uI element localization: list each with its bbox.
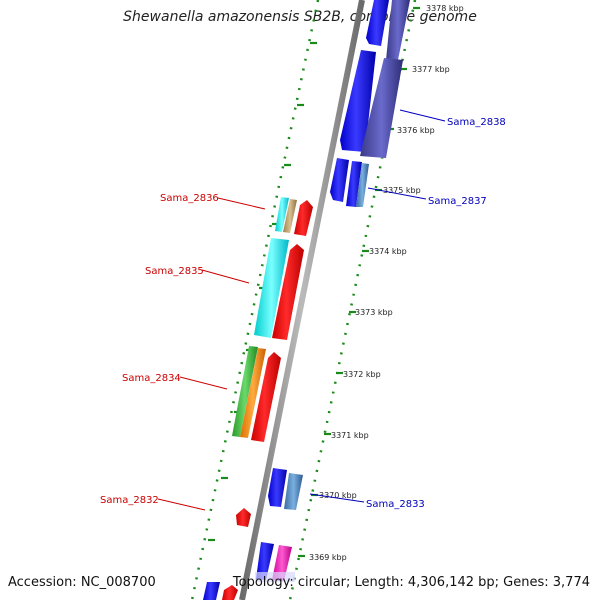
label-leader-lines: [157, 109, 446, 511]
gene-reverse-bottom-blue[interactable]: [256, 542, 274, 580]
footer-gene-strip: [255, 572, 295, 582]
tick-label-3370: 3370 kbp: [319, 491, 357, 500]
label-sama-2836[interactable]: Sama_2836: [160, 193, 219, 204]
gene-sama-2833-a[interactable]: [268, 468, 287, 507]
tick-label-3369: 3369 kbp: [309, 553, 347, 562]
gene-reverse-top[interactable]: [366, 0, 389, 46]
gene-sama-2837-a[interactable]: [330, 158, 349, 202]
tick-label-3374: 3374 kbp: [369, 247, 407, 256]
tick-label-3375: 3375 kbp: [383, 186, 421, 195]
gene-sama-2837-b[interactable]: [346, 161, 362, 207]
scale-tick-labels: 3378 kbp 3377 kbp 3376 kbp 3375 kbp 3374…: [309, 4, 464, 562]
tick-label-3372: 3372 kbp: [343, 370, 381, 379]
outer-dotted-lane: [288, 0, 417, 600]
tick-label-3373: 3373 kbp: [355, 308, 393, 317]
footer-accession: Accession: NC_008700: [8, 575, 156, 590]
gene-sama-2835-red[interactable]: [272, 244, 304, 340]
inner-dotted-lane: [190, 0, 320, 600]
gene-sama-2834-orange[interactable]: [240, 348, 266, 438]
gene-sama-2834-green[interactable]: [232, 346, 258, 437]
gene-sama-2835-cyan[interactable]: [254, 238, 289, 338]
tick-label-3371: 3371 kbp: [331, 431, 369, 440]
footer-genome-info: Topology: circular; Length: 4,306,142 bp…: [232, 575, 590, 590]
gene-sama-2836-tan[interactable]: [283, 199, 297, 233]
label-sama-2835[interactable]: Sama_2835: [145, 266, 204, 277]
label-sama-2834[interactable]: Sama_2834: [122, 373, 181, 384]
gene-sama-2834-red[interactable]: [251, 352, 281, 442]
gene-reverse-top-navy[interactable]: [386, 0, 410, 60]
map-title: Shewanella amazonensis SB2B, complete ge…: [123, 9, 477, 25]
label-sama-2832[interactable]: Sama_2832: [100, 495, 159, 506]
gene-sama-2836-red[interactable]: [294, 200, 313, 236]
gene-sama-2838-a[interactable]: [340, 50, 376, 152]
tick-label-3377: 3377 kbp: [412, 65, 450, 74]
label-sama-2833[interactable]: Sama_2833: [366, 499, 425, 510]
gene-sama-2838-b[interactable]: [360, 58, 403, 158]
label-sama-2837[interactable]: Sama_2837: [428, 196, 487, 207]
gene-sama-2832[interactable]: [236, 508, 251, 527]
label-sama-2838[interactable]: Sama_2838: [447, 117, 506, 128]
gene-sama-2836-cyan[interactable]: [275, 197, 289, 232]
genome-backbone: [239, 0, 365, 600]
gene-sama-2833-b[interactable]: [284, 473, 303, 510]
gene-forward-bottom-blue[interactable]: [203, 582, 220, 600]
gene-forward-bottom-red[interactable]: [222, 585, 238, 600]
tick-label-3376: 3376 kbp: [397, 126, 435, 135]
tick-label-3378: 3378 kbp: [426, 4, 464, 13]
gene-sama-2837-c[interactable]: [356, 163, 369, 207]
